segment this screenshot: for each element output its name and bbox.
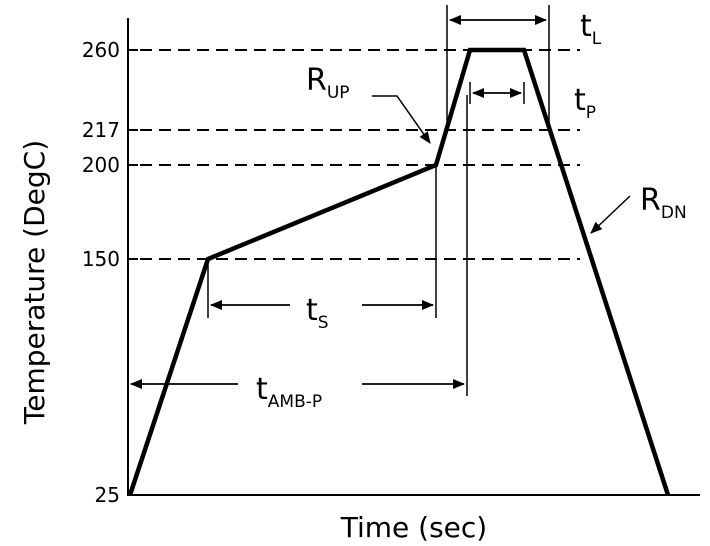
tick-label-200: 200 [82,153,120,177]
profile-curve [127,47,671,496]
tick-label-25: 25 [95,483,120,507]
label-t-s: tS [306,293,329,333]
label-r-up: RUP [306,63,350,103]
tick-label-150: 150 [82,247,120,271]
y-axis-title: Temperature (DegC) [18,140,51,425]
label-t-amb-p: tAMB-P [256,372,322,412]
x-axis-title: Time (sec) [340,511,487,544]
rup-leader [372,95,431,144]
label-t-l: tL [580,9,602,49]
tick-label-260: 260 [82,38,120,62]
label-r-dn: RDN [640,183,687,223]
label-t-p: tP [574,83,596,123]
rdn-leader [590,195,631,234]
tick-label-217: 217 [82,118,120,142]
